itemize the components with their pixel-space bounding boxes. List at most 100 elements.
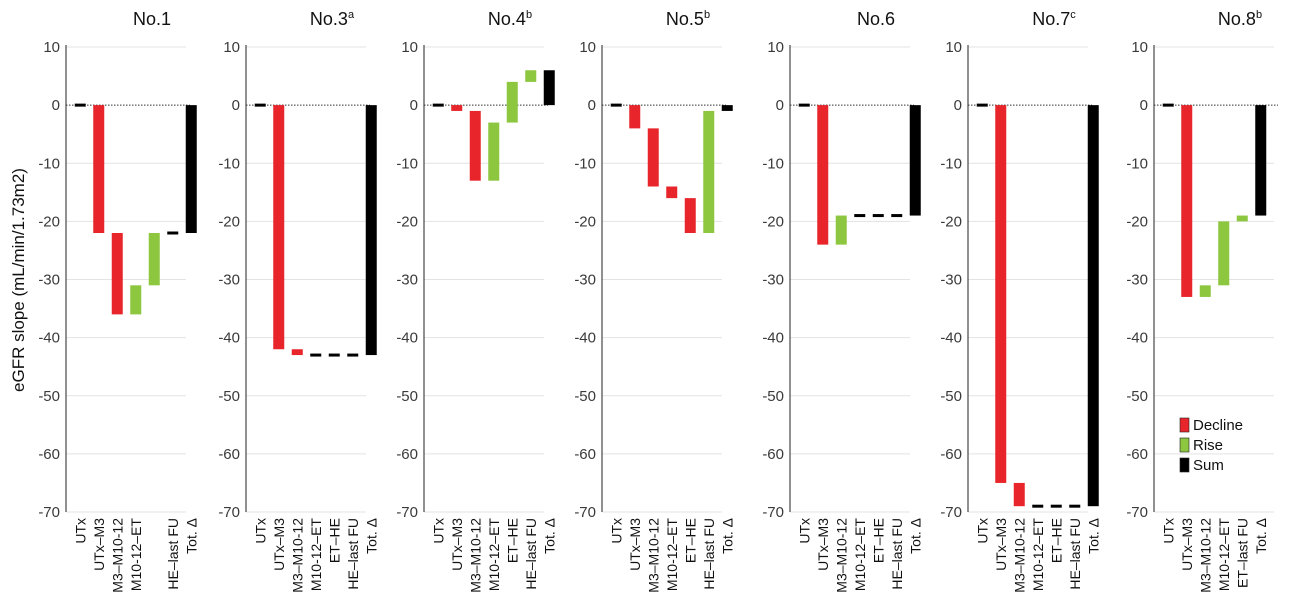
legend-label: Rise <box>1193 437 1223 454</box>
y-tick-label: -40 <box>218 330 240 347</box>
category-label: Tot. Δ <box>541 518 557 554</box>
category-label: UTx <box>608 518 624 544</box>
y-tick-label: -50 <box>1126 388 1148 405</box>
y-tick-label: -30 <box>1126 272 1148 289</box>
panel-title-superscript: a <box>348 9 355 21</box>
y-tick-label: 10 <box>767 39 784 56</box>
y-tick-label: -50 <box>940 388 962 405</box>
y-tick-label: -70 <box>396 504 418 521</box>
y-tick-label: -30 <box>940 272 962 289</box>
y-tick-label: -60 <box>940 446 962 463</box>
bar-sum <box>543 70 555 106</box>
y-tick-label: -50 <box>762 388 784 405</box>
y-tick-label: -10 <box>1126 155 1148 172</box>
bar-sum <box>854 214 866 218</box>
y-tick-label: -60 <box>396 446 418 463</box>
bar-sum <box>721 105 733 111</box>
y-tick-label: -60 <box>762 446 784 463</box>
bar-sum <box>1050 504 1062 508</box>
panel-title: No.8b <box>1218 9 1262 29</box>
panel-title: No.7c <box>1032 9 1076 29</box>
category-label: Tot. Δ <box>363 518 379 554</box>
category-label: ET–HE <box>326 518 342 563</box>
y-tick-label: -30 <box>574 272 596 289</box>
category-label: Tot. Δ <box>1253 518 1269 554</box>
panel-title: No.1 <box>133 9 171 29</box>
category-label: Tot. Δ <box>183 518 199 554</box>
bar-sum <box>185 105 197 233</box>
bar-decline <box>684 198 696 233</box>
legend-label: Sum <box>1193 457 1224 474</box>
category-label: M3–M10-12 <box>467 518 483 593</box>
category-label: M10-12–ET <box>486 518 502 592</box>
y-tick-label: 10 <box>43 39 60 56</box>
category-label: UTx <box>72 518 88 544</box>
panel-title-superscript: b <box>704 9 710 21</box>
category-label: M10-12–ET <box>1216 518 1232 592</box>
category-label: HE–last FU <box>345 518 361 590</box>
bar-rise <box>148 233 160 286</box>
panel-3: 10 0 -10 -20 -30 -40 -50 -60 -70 No.4b UTx UTx–M3 M3… <box>396 9 557 593</box>
bar-rise <box>835 215 847 245</box>
category-label: ET–HE <box>682 518 698 563</box>
y-tick-label: -60 <box>574 446 596 463</box>
y-tick-label: -40 <box>1126 330 1148 347</box>
category-label: UTx–M3 <box>449 518 465 571</box>
y-tick-label: -10 <box>396 155 418 172</box>
y-tick-label: -50 <box>38 388 60 405</box>
legend-swatch-sum <box>1179 457 1190 473</box>
y-tick-label: -20 <box>38 213 60 230</box>
y-tick-label: 0 <box>1140 97 1148 114</box>
category-label: UTx–M3 <box>91 518 107 571</box>
y-tick-label: 10 <box>945 39 962 56</box>
legend: Decline Rise Sum <box>1179 417 1243 474</box>
category-label: UTx–M3 <box>993 518 1009 571</box>
category-label: Tot. Δ <box>907 518 923 554</box>
category-label: M10-12–ET <box>128 518 144 592</box>
bar-sum <box>432 103 444 107</box>
bar-sum <box>167 231 179 235</box>
y-tick-label: -50 <box>396 388 418 405</box>
panel-6: 10 0 -10 -20 -30 -40 -50 -60 -70 No.7c UTx UTx–M3 M3… <box>940 9 1101 593</box>
bar-sum <box>976 103 988 107</box>
bar-decline <box>1013 482 1025 507</box>
category-label: HE–last FU <box>1067 518 1083 590</box>
bar-sum <box>610 103 622 107</box>
category-label: M3–M10-12 <box>1197 518 1213 593</box>
bar-decline <box>817 105 829 245</box>
panel-title: No.6 <box>857 9 895 29</box>
category-label: UTx <box>974 518 990 544</box>
y-tick-label: -50 <box>574 388 596 405</box>
y-tick-label: -10 <box>940 155 962 172</box>
y-tick-label: -40 <box>396 330 418 347</box>
category-label: M3–M10-12 <box>109 518 125 593</box>
y-tick-label: -10 <box>218 155 240 172</box>
bar-sum <box>74 103 86 107</box>
y-tick-label: -50 <box>218 388 240 405</box>
category-label: UTx–M3 <box>815 518 831 571</box>
y-tick-label: -20 <box>1126 213 1148 230</box>
category-label: ET–HE <box>1048 518 1064 563</box>
bar-rise <box>525 70 537 82</box>
y-tick-label: 10 <box>401 39 418 56</box>
bar-sum <box>1032 504 1044 508</box>
category-label: M10-12–ET <box>664 518 680 592</box>
y-tick-label: 0 <box>588 97 596 114</box>
category-label: UTx <box>430 518 446 544</box>
y-tick-label: -20 <box>574 213 596 230</box>
bar-rise <box>1218 221 1230 286</box>
bar-sum <box>1255 105 1267 216</box>
y-tick-label: -60 <box>218 446 240 463</box>
y-tick-label: -20 <box>218 213 240 230</box>
y-tick-label: -20 <box>940 213 962 230</box>
category-label: UTx–M3 <box>271 518 287 571</box>
y-tick-label: -40 <box>38 330 60 347</box>
category-label: Tot. Δ <box>719 518 735 554</box>
panel-title: No.5b <box>666 9 710 29</box>
y-axis-label: eGFR slope (mL/min/1.73m2) <box>9 168 28 392</box>
bar-decline <box>647 128 659 187</box>
panel-5: 10 0 -10 -20 -30 -40 -50 -60 -70 No.6 UTx UTx–M3 M3–… <box>762 9 923 593</box>
y-tick-label: -60 <box>1126 446 1148 463</box>
category-label: M10-12–ET <box>1030 518 1046 592</box>
